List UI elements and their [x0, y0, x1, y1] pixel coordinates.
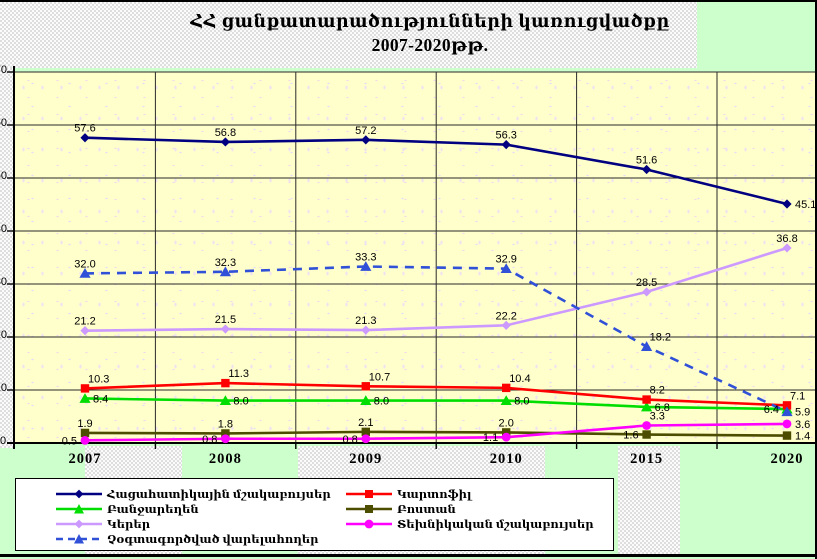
- y-tick-label: 10: [0, 382, 7, 394]
- background-dither-band: [618, 446, 680, 554]
- x-axis-label: 2007: [68, 451, 102, 467]
- page-border-right: [815, 0, 817, 559]
- triangle-marker-icon: [74, 503, 84, 514]
- background-dither-band: [0, 2, 697, 68]
- y-tick-label: 40: [0, 223, 7, 235]
- legend-label: Բանջարեղեն: [107, 503, 199, 516]
- diamond-marker-icon: [74, 489, 84, 499]
- legend-item: Տեխնիկական մշակաբույսեր: [346, 515, 594, 532]
- legend-box: Հացահատիկային մշակաբույսեր Բանջարեղեն Կերե…: [15, 478, 614, 551]
- y-tick-label: 0: [0, 435, 7, 447]
- legend-swatch: [346, 489, 392, 498]
- legend-item: Բանջարեղեն: [56, 500, 199, 516]
- x-axis-label: 2010: [489, 451, 523, 467]
- circle-marker-icon: [364, 519, 374, 529]
- legend-swatch: [346, 504, 392, 513]
- diamond-marker-icon: [74, 519, 84, 529]
- page-border-top: [0, 0, 817, 2]
- legend-swatch: [56, 534, 102, 544]
- legend-label: Կերեր: [107, 519, 151, 532]
- y-tick-label: 60: [0, 117, 7, 129]
- legend-label: Բոստան: [397, 503, 456, 516]
- legend-swatch: [346, 519, 392, 529]
- x-axis-label: 2008: [208, 451, 242, 467]
- legend-item: Բոստան: [346, 500, 456, 516]
- legend-swatch: [56, 519, 102, 529]
- y-tick-label: 30: [0, 276, 7, 288]
- x-axis-label: 2015: [630, 451, 664, 467]
- y-tick-label: 20: [0, 329, 7, 341]
- legend-item: Կերեր: [56, 515, 151, 532]
- background-dither-band: [0, 68, 14, 448]
- y-tick-label: 50: [0, 170, 7, 182]
- x-axis-label: 2020: [770, 451, 804, 467]
- plot-area: [14, 72, 817, 443]
- legend-swatch: [56, 503, 102, 514]
- page-border-bottom: [0, 554, 817, 557]
- legend-label: Տեխնիկական մշակաբույսեր: [397, 519, 594, 532]
- chart-title-line1: ՀՀ ցանքատարածությունների կառուցվածքը: [190, 11, 670, 31]
- triangle-marker-icon: [74, 534, 84, 544]
- square-marker-icon: [365, 489, 373, 498]
- legend-swatch: [56, 489, 102, 499]
- legend-item: Հացահատիկային մշակաբույսեր: [56, 485, 331, 501]
- legend-item: Չօգտագործված վարելահողեր: [56, 531, 318, 546]
- x-axis-label: 2009: [349, 451, 383, 467]
- square-marker-icon: [365, 504, 373, 513]
- legend-item: Կարտոֆիլ: [346, 485, 472, 501]
- legend-label: Կարտոֆիլ: [397, 488, 472, 501]
- legend-label: Չօգտագործված վարելահողեր: [107, 534, 319, 547]
- y-tick-label: 70: [0, 64, 7, 76]
- chart-title-line2: 2007-2020թթ.: [371, 34, 489, 55]
- legend-label: Հացահատիկային մշակաբույսեր: [107, 488, 331, 501]
- chart-title: ՀՀ ցանքատարածությունների կառուցվածքը 200…: [120, 10, 740, 57]
